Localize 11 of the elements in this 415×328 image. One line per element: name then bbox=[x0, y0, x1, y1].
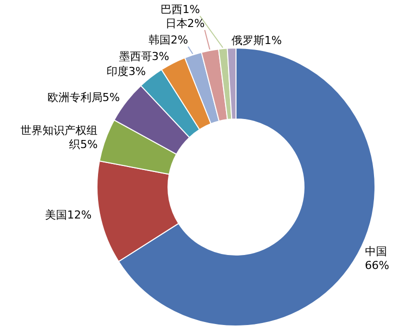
slice-label: 俄罗斯1% bbox=[231, 34, 282, 48]
slice-label: 世界知识产权组织5% bbox=[20, 124, 98, 152]
slice-label: 巴西1% bbox=[160, 3, 200, 16]
slice-label: 中国 bbox=[364, 244, 387, 258]
slice-label: 日本2% bbox=[165, 16, 205, 30]
slice-label: 印度3% bbox=[106, 64, 146, 78]
slice-label: 韩国2% bbox=[148, 34, 188, 47]
slice-label: 墨西哥3% bbox=[118, 50, 170, 64]
data-label: 66% bbox=[364, 258, 390, 272]
slice-label: 欧洲专利局5% bbox=[47, 90, 120, 104]
slice-label: 美国12% bbox=[45, 208, 92, 222]
